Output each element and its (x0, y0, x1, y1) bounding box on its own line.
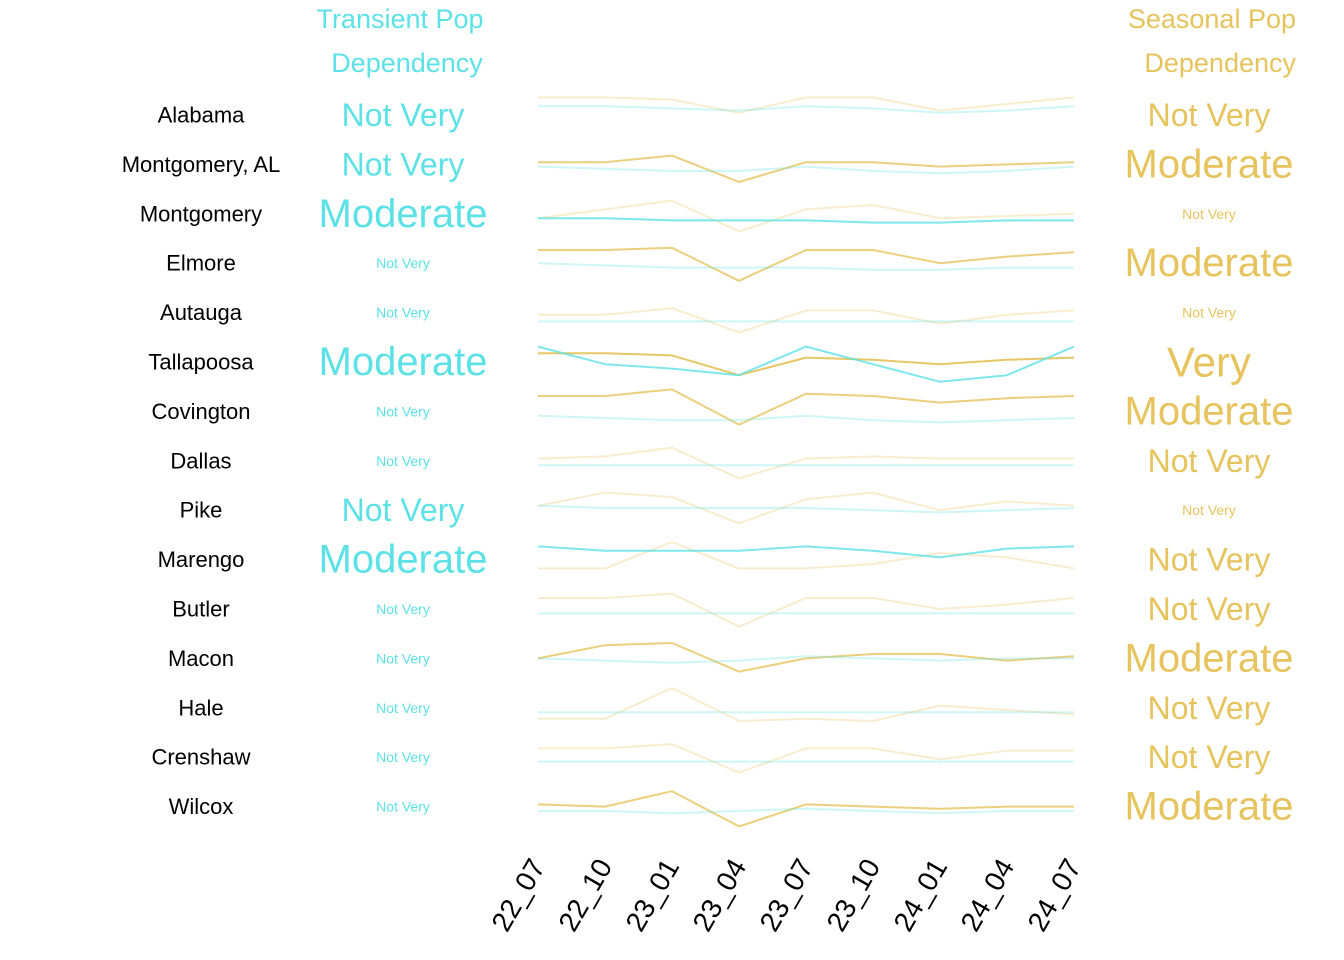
x-axis: 22_07 22_10 23_01 23_04 23_07 23_10 24_01 24_04… (485, 854, 1087, 937)
region-label: Tallapoosa (148, 350, 254, 375)
transient-level-label: Not Very (376, 403, 430, 419)
row-label-layer: Alabama Not Very Not Very Montgomery, AL Not… (122, 97, 1294, 829)
x-tick-label: 23_07 (753, 854, 819, 937)
seasonal-header-line1: Seasonal Pop (1128, 4, 1296, 34)
sparkline-transient (537, 165, 1075, 175)
transient-level-label: Not Very (376, 601, 430, 617)
seasonal-level-label: Not Very (1182, 206, 1236, 222)
sparkline-seasonal (537, 790, 1074, 828)
transient-level-label: Not Very (376, 453, 430, 469)
seasonal-level-label: Not Very (1148, 443, 1271, 479)
seasonal-level-label: Not Very (1148, 690, 1271, 726)
seasonal-level-label: Not Very (1148, 542, 1271, 578)
x-tick-label: 24_07 (1021, 854, 1087, 937)
sparkline-seasonal (537, 642, 1075, 673)
sparkline-seasonal (538, 352, 1075, 377)
region-label: Montgomery, AL (122, 152, 281, 177)
seasonal-level-label: Moderate (1125, 785, 1294, 829)
sparkline-transient (537, 545, 1075, 559)
seasonal-level-label: Not Very (1182, 502, 1236, 518)
region-label: Covington (151, 399, 250, 424)
seasonal-level-label: Not Very (1182, 305, 1236, 321)
transient-level-label: Moderate (319, 192, 488, 236)
region-label: Hale (178, 695, 223, 720)
sparkline-seasonal (538, 388, 1075, 426)
x-tick-label: 22_07 (485, 854, 551, 937)
x-tick-label: 24_01 (887, 854, 953, 937)
region-label: Elmore (166, 251, 236, 276)
region-label: Pike (180, 498, 223, 523)
sparkline-seasonal (538, 307, 1075, 334)
seasonal-level-label: Very (1167, 339, 1251, 386)
region-label: Autauga (160, 300, 243, 325)
region-label: Montgomery (140, 201, 262, 226)
sparkline-seasonal (538, 687, 1075, 722)
seasonal-level-label: Moderate (1125, 636, 1294, 680)
transient-level-label: Not Very (376, 749, 430, 765)
transient-header-line1: Transient Pop (316, 4, 483, 34)
x-tick-label: 23_01 (619, 854, 685, 937)
sparkline-seasonal (538, 541, 1075, 570)
sparkline-seasonal (538, 96, 1075, 114)
x-tick-label: 22_10 (552, 854, 618, 937)
region-label: Alabama (158, 103, 246, 128)
transient-header-line2: Dependency (331, 48, 483, 78)
transient-level-label: Not Very (376, 700, 430, 716)
region-label: Dallas (170, 448, 231, 473)
seasonal-header-line2: Dependency (1144, 48, 1296, 78)
sparkline-layer (537, 96, 1075, 828)
x-tick-label: 24_04 (954, 854, 1020, 937)
x-tick-label: 23_04 (686, 854, 752, 937)
seasonal-level-label: Not Very (1148, 591, 1271, 627)
sparkline-transient (537, 655, 1074, 664)
region-label: Macon (168, 646, 234, 671)
sparkline-seasonal (538, 154, 1075, 183)
transient-level-label: Moderate (319, 538, 488, 582)
sparkline-seasonal (537, 199, 1075, 233)
sparkline-transient (538, 807, 1074, 815)
seasonal-level-label: Not Very (1148, 739, 1271, 775)
sparkline-transient (537, 414, 1075, 424)
transient-level-label: Not Very (376, 255, 430, 271)
transient-level-label: Not Very (376, 650, 430, 666)
x-tick-label: 23_10 (820, 854, 886, 937)
seasonal-level-label: Not Very (1148, 97, 1271, 133)
sparkline-seasonal (538, 743, 1074, 774)
region-label: Butler (172, 597, 229, 622)
seasonal-level-label: Moderate (1125, 389, 1294, 433)
sparkline-seasonal (538, 592, 1075, 628)
seasonal-level-label: Moderate (1125, 142, 1294, 186)
seasonal-level-label: Moderate (1125, 241, 1294, 285)
transient-level-label: Moderate (319, 340, 488, 384)
transient-level-label: Not Very (342, 492, 465, 528)
sparkline-transient (537, 345, 1075, 383)
region-label: Marengo (158, 547, 245, 572)
sparkline-transient (537, 262, 1074, 271)
transient-level-label: Not Very (342, 146, 465, 182)
sparkline-seasonal (537, 446, 1074, 480)
sparkline-transient (537, 504, 1075, 514)
transient-level-label: Not Very (342, 97, 465, 133)
sparkline-seasonal (538, 246, 1075, 282)
sparkline-seasonal (537, 491, 1075, 525)
region-label: Wilcox (169, 794, 234, 819)
sparkline-transient (538, 217, 1074, 224)
transient-level-label: Not Very (376, 305, 430, 321)
transient-level-label: Not Very (376, 799, 430, 815)
region-label: Crenshaw (151, 745, 250, 770)
sparkline-transient (538, 105, 1075, 114)
